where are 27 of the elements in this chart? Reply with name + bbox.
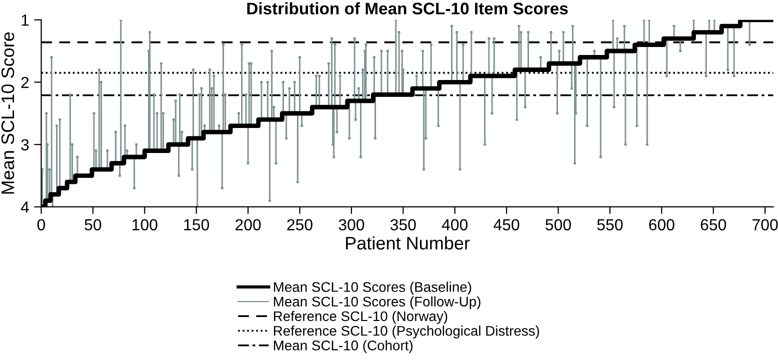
x-tick-label: 700 [752, 219, 778, 230]
legend-label: Mean SCL-10 (Cohort) [274, 340, 412, 354]
x-tick-label: 600 [649, 219, 674, 230]
legend-label: Reference SCL-10 (Norway) [274, 310, 448, 324]
x-tick-label: 500 [546, 219, 571, 230]
x-tick-label: 350 [390, 219, 416, 230]
x-tick-label: 650 [700, 219, 726, 230]
x-axis-title: Patient Number [346, 236, 470, 250]
x-tick-label: 50 [84, 219, 102, 230]
x-tick-label: 400 [442, 219, 468, 230]
y-axis-title: Mean SCL-10 Score [1, 32, 14, 194]
x-tick-label: 100 [132, 219, 158, 230]
x-tick-label: 150 [184, 219, 210, 230]
x-tick-label: 0 [37, 219, 46, 230]
x-tick-label: 300 [338, 219, 364, 230]
x-tick-label: 200 [236, 219, 261, 230]
y-tick-label: 4 [20, 202, 29, 213]
y-tick-label: 1 [22, 14, 29, 26]
x-tick-label: 450 [494, 219, 520, 230]
legend-label: Reference SCL-10 (Psychological Distress) [274, 326, 540, 339]
x-tick-label: 550 [597, 219, 623, 230]
chart-title: Distribution of Mean SCL-10 Item Scores [247, 2, 568, 14]
legend-label: Mean SCL-10 Scores (Follow-Up) [274, 296, 480, 310]
y-tick-label: 3 [21, 139, 29, 150]
y-tick-label: 2 [21, 76, 29, 88]
x-tick-label: 250 [287, 219, 312, 230]
legend-label: Mean SCL-10 Scores (Baseline) [274, 282, 472, 295]
